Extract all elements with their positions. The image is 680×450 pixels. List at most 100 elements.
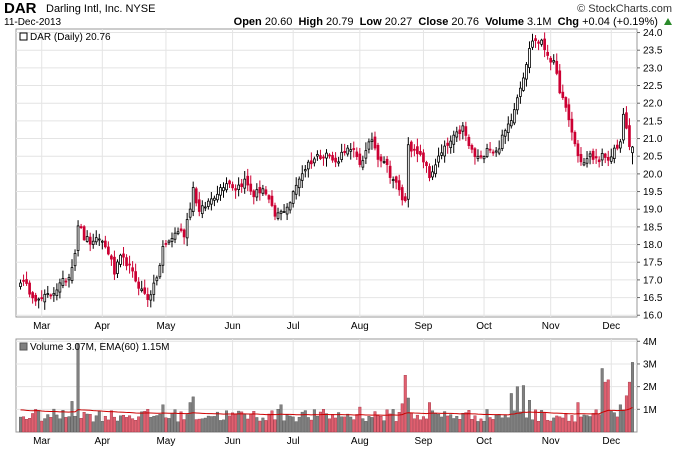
month-label: Jul — [287, 321, 300, 332]
candle-body — [203, 206, 207, 209]
month-label: Dec — [602, 436, 620, 447]
candle-body — [367, 141, 371, 150]
volume-bar — [606, 379, 610, 433]
candle-body — [40, 297, 44, 300]
candle-body — [561, 91, 565, 98]
price-axis-label: 17.5 — [643, 258, 663, 269]
volume-bar — [52, 408, 56, 433]
candle-body — [246, 175, 250, 186]
volume-bar — [512, 410, 516, 433]
candle-body — [107, 246, 110, 255]
candle-body — [137, 281, 141, 289]
volume-bar — [252, 411, 256, 433]
candle-body — [237, 184, 240, 190]
volume-bar — [146, 409, 150, 433]
volume-bar — [424, 418, 428, 433]
volume-bar — [76, 343, 80, 433]
month-label: May — [156, 436, 175, 447]
candle-body — [43, 293, 47, 303]
price-axis-label: 21.0 — [643, 134, 663, 145]
candle-body — [488, 148, 492, 151]
volume-bar — [194, 419, 198, 433]
volume-bar — [58, 418, 62, 433]
volume-bar — [370, 417, 374, 433]
volume-bar — [261, 417, 265, 433]
volume-bar — [88, 414, 92, 433]
volume-bar — [382, 420, 386, 433]
volume-bar — [428, 402, 431, 433]
volume-bar — [249, 413, 253, 433]
price-axis-label: 23.0 — [643, 63, 663, 74]
candle-body — [125, 257, 128, 267]
month-label: Nov — [542, 321, 560, 332]
volume-bar — [85, 413, 89, 433]
candle-body — [352, 148, 356, 150]
volume-bar — [143, 411, 147, 433]
candle-body — [382, 161, 386, 163]
volume-bar — [612, 412, 616, 433]
candle-body — [134, 271, 137, 282]
candle-body — [434, 164, 437, 175]
candle-body — [264, 189, 268, 195]
volume-bar — [334, 417, 338, 433]
volume-bar — [43, 418, 47, 433]
candle-body — [473, 148, 477, 157]
volume-bar — [373, 411, 377, 433]
candle-body — [91, 240, 95, 245]
month-label: Jun — [225, 321, 241, 332]
close-label: Close — [418, 16, 449, 28]
month-label: Nov — [542, 436, 560, 447]
change-label: Chg — [557, 16, 580, 28]
candle-body — [591, 150, 595, 160]
volume-bar — [621, 409, 625, 433]
volume-bar — [125, 417, 129, 433]
volume-bar — [349, 416, 353, 433]
candle-body — [313, 158, 316, 164]
volume-bar — [431, 410, 435, 433]
volume-bar — [152, 415, 156, 433]
candle-body — [482, 156, 486, 160]
candle-body — [376, 144, 380, 160]
candle-body — [167, 240, 171, 244]
candle-body — [452, 134, 456, 145]
volume-bar — [455, 416, 459, 433]
volume-bar — [524, 417, 528, 433]
candle-body — [516, 97, 519, 111]
candle-body — [337, 161, 340, 164]
low-label: Low — [359, 16, 382, 28]
candle-body — [182, 229, 186, 238]
candle-body — [597, 159, 601, 163]
volume-bar — [225, 410, 229, 433]
volume-bar — [531, 419, 534, 433]
month-label: Jul — [287, 436, 300, 447]
candle-body — [358, 153, 362, 165]
candle-body — [446, 142, 450, 146]
volume-bar — [49, 417, 53, 433]
volume-bar — [391, 409, 395, 433]
volume-bar — [279, 404, 283, 433]
volume-bar — [61, 410, 65, 433]
candle-body — [437, 155, 440, 163]
candle-body — [73, 253, 77, 267]
volume-legend-text: Volume 3.07M, EMA(60) 1.15M — [30, 342, 170, 353]
volume-bar — [624, 395, 628, 433]
volume-bar — [306, 417, 310, 433]
candle-body — [340, 151, 343, 160]
candle-body — [213, 197, 216, 201]
volume-bar — [115, 420, 119, 433]
candle-body — [252, 190, 256, 198]
price-axis-label: 24.0 — [643, 28, 663, 39]
volume-bar — [25, 419, 29, 433]
volume-axis-label: 1M — [643, 405, 657, 416]
candle-body — [512, 109, 516, 124]
candle-body — [122, 253, 125, 258]
candle-body — [276, 212, 280, 219]
volume-bar — [179, 411, 183, 433]
volume-bar — [588, 416, 592, 433]
change-value: +0.04 (+0.19%) — [582, 16, 658, 28]
candle-body — [152, 282, 156, 295]
candle-body — [409, 141, 413, 152]
candle-body — [128, 263, 131, 266]
volume-bar — [570, 415, 574, 433]
candle-body — [234, 188, 237, 191]
